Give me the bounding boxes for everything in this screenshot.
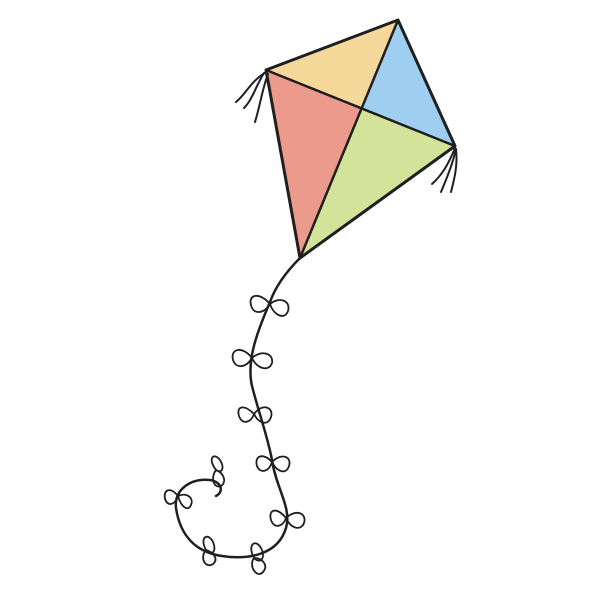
bow-8 xyxy=(163,489,193,510)
bow-7 xyxy=(202,535,217,567)
bow-5 xyxy=(269,509,306,529)
left-tassel xyxy=(235,71,269,123)
bow-2 xyxy=(231,349,274,370)
bow-1 xyxy=(249,294,290,317)
bow-9 xyxy=(210,455,226,488)
kite-spar-diagonal-2 xyxy=(298,18,400,260)
bow-4 xyxy=(255,455,291,473)
kite-panel-right xyxy=(362,20,455,146)
right-tassel xyxy=(431,147,458,193)
kite-panel-top xyxy=(266,20,398,110)
kite-panel-bottom xyxy=(300,110,455,258)
kite-string xyxy=(174,256,302,559)
bow-6 xyxy=(250,542,267,575)
bow-3 xyxy=(237,406,273,424)
kite-panel-left xyxy=(266,70,362,258)
kite xyxy=(264,18,457,260)
